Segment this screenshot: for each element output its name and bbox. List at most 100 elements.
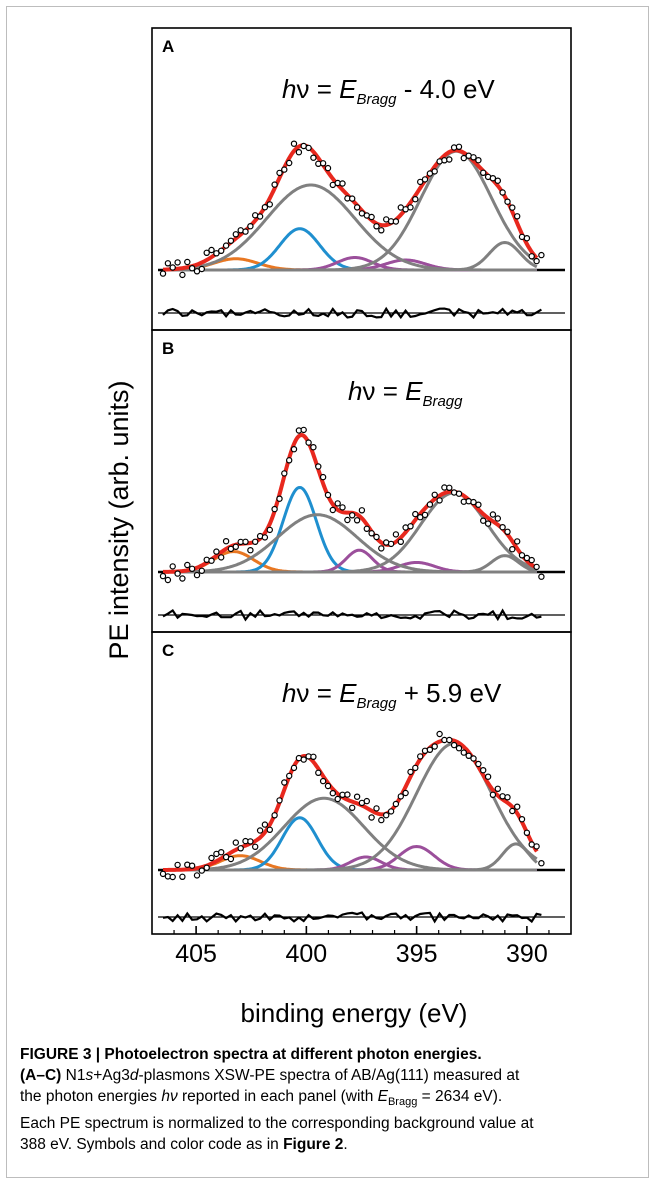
component-peak-5 <box>163 183 537 272</box>
data-point <box>397 793 404 800</box>
data-point <box>310 154 317 161</box>
data-point <box>349 512 356 519</box>
data-point <box>339 504 346 511</box>
data-point <box>421 511 429 519</box>
data-point <box>319 777 327 785</box>
data-point <box>504 528 511 536</box>
caption-line-1: (A–C) N1s+Ag3d-plasmons XSW-PE spectra o… <box>20 1067 520 1084</box>
data-point <box>198 567 205 575</box>
data-point <box>475 760 482 768</box>
data-point <box>494 515 501 522</box>
data-point <box>159 870 167 878</box>
data-point <box>188 265 196 272</box>
data-point <box>344 516 351 524</box>
figure-frame <box>6 6 649 1178</box>
data-point <box>450 741 458 749</box>
data-point <box>217 554 225 561</box>
data-point <box>387 808 395 815</box>
data-point <box>295 148 303 156</box>
data-point <box>169 264 176 271</box>
data-point <box>489 791 497 799</box>
data-point <box>184 561 191 569</box>
residual-curve <box>162 306 542 320</box>
data-point <box>349 195 356 202</box>
data-point <box>217 849 225 856</box>
data-point <box>256 827 264 834</box>
data-point <box>334 795 341 803</box>
data-point <box>392 218 400 225</box>
data-point <box>421 176 429 183</box>
data-point <box>266 201 273 208</box>
data-point <box>271 812 278 819</box>
data-point <box>271 181 278 188</box>
data-point <box>412 510 419 518</box>
data-point <box>242 538 249 546</box>
panel-C: Chν = EBragg + 5.9 eV <box>151 631 572 935</box>
data-point <box>518 552 526 559</box>
data-point <box>324 164 332 172</box>
data-point <box>261 821 269 828</box>
data-point <box>373 533 380 541</box>
data-point <box>489 511 497 518</box>
caption-line-4: 388 eV. Symbols and color code as in Fig… <box>20 1136 348 1154</box>
data-point <box>310 444 317 451</box>
data-point <box>319 473 327 481</box>
data-point <box>324 782 332 790</box>
data-point <box>392 531 400 538</box>
data-point <box>455 745 463 752</box>
data-point <box>363 797 370 805</box>
photon-energy-annotation: hν = EBragg <box>348 376 463 410</box>
data-point <box>305 439 312 446</box>
data-point <box>193 571 201 579</box>
data-point <box>368 814 375 821</box>
data-point <box>494 177 501 184</box>
data-point <box>179 575 186 582</box>
data-point <box>217 247 225 254</box>
data-point <box>378 545 385 552</box>
data-point <box>300 426 307 434</box>
data-point <box>392 800 400 808</box>
panel-label: B <box>162 339 174 358</box>
component-peak-5 <box>163 513 537 574</box>
data-point <box>353 793 361 800</box>
panel-A: Ahν = EBragg - 4.0 eV <box>151 27 572 331</box>
data-point <box>480 517 487 524</box>
caption-line-3: Each PE spectrum is normalized to the co… <box>20 1115 534 1133</box>
data-point <box>188 565 196 573</box>
data-point <box>373 223 380 230</box>
data-point <box>436 497 443 504</box>
panel-frame <box>151 27 572 331</box>
data-point <box>378 227 385 234</box>
data-point <box>242 228 249 235</box>
data-point <box>164 576 172 584</box>
data-point <box>426 746 434 754</box>
data-point <box>319 160 327 167</box>
x-tick-label: 395 <box>396 940 438 968</box>
data-point <box>227 237 235 244</box>
x-tick-label: 405 <box>175 940 217 968</box>
figure-svg: Ahν = EBragg - 4.0 eV Bhν = EBragg Chν = E… <box>104 27 572 1028</box>
data-point <box>504 198 511 205</box>
data-point <box>475 501 482 508</box>
data-point <box>261 534 269 541</box>
data-point <box>227 855 235 863</box>
residual-curve <box>162 911 542 924</box>
data-point <box>329 790 336 797</box>
data-point <box>509 204 516 211</box>
data-point <box>324 491 332 499</box>
data-point <box>353 517 361 524</box>
x-tick-label: 390 <box>506 940 548 968</box>
data-point <box>174 861 181 869</box>
data-point <box>538 573 545 580</box>
data-point <box>373 805 380 812</box>
y-axis-label: PE intensity (arb. units) <box>104 380 134 659</box>
data-point <box>290 140 298 147</box>
data-point <box>509 546 516 553</box>
data-point <box>455 490 463 497</box>
data-point <box>339 180 346 187</box>
data-point <box>281 166 288 173</box>
data-point <box>276 797 283 804</box>
data-point <box>533 843 540 850</box>
data-point <box>363 525 370 533</box>
data-point <box>247 838 254 845</box>
